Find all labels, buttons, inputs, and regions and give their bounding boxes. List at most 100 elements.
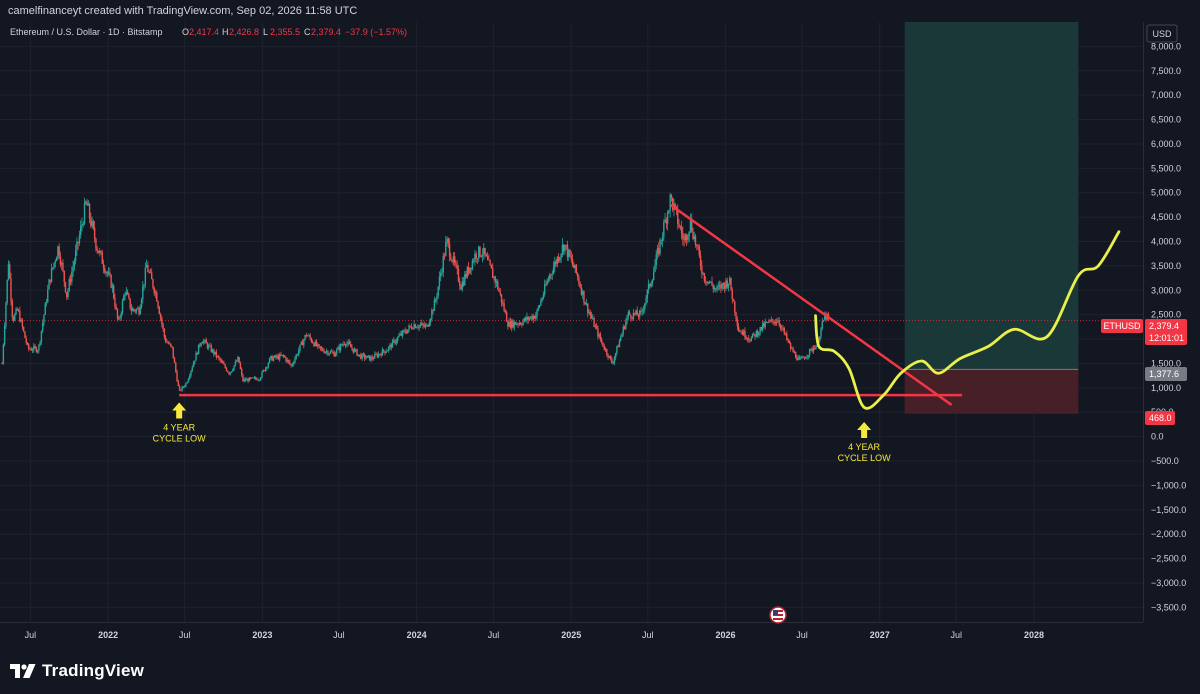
candle-body [78, 235, 81, 244]
candle-body [356, 349, 358, 356]
candle-body [338, 347, 341, 351]
us-flag-icon[interactable] [769, 606, 787, 624]
position-zones [904, 22, 1079, 414]
candle-body [418, 325, 420, 328]
candle-body [197, 344, 200, 355]
candle-body [204, 339, 206, 342]
candle-body [683, 239, 685, 241]
candle-body [158, 307, 161, 314]
candle-body [215, 351, 218, 357]
candle-body [646, 289, 649, 299]
candle-body [223, 363, 225, 365]
candle-body [807, 355, 810, 358]
candle-body [734, 301, 736, 313]
candle-body [144, 267, 147, 285]
candle-body [200, 342, 202, 346]
candle-body [772, 319, 774, 322]
candle-body [568, 249, 570, 258]
candle-body [759, 326, 761, 333]
candle-body [120, 312, 122, 318]
candle-body [446, 238, 448, 243]
candle-body [559, 257, 561, 261]
candle-body [224, 364, 226, 368]
candle-body [49, 279, 51, 282]
candle-body [786, 333, 788, 340]
candle-body [208, 345, 210, 349]
candle-body [254, 377, 257, 379]
x-tick-label: Jul [950, 630, 962, 640]
candle-body [357, 354, 360, 356]
candle-body [475, 253, 477, 259]
candle-body [674, 203, 676, 207]
candle-body [35, 347, 38, 352]
candle-body [782, 327, 784, 329]
tradingview-logo-icon[interactable] [10, 663, 36, 679]
candle-body [789, 342, 792, 349]
candle-body [679, 226, 682, 228]
candle-body [39, 341, 41, 345]
candle-body [138, 308, 140, 315]
candle-body [221, 361, 224, 364]
candle-body [63, 270, 65, 283]
x-tick-label: 2027 [870, 630, 890, 640]
candle-body [815, 345, 817, 350]
candle-body [71, 271, 73, 282]
candle-body [375, 354, 377, 355]
candle-body [654, 264, 656, 273]
candle-body [276, 355, 278, 358]
candle-body [384, 351, 386, 353]
candle-body [66, 292, 68, 298]
candle-body [722, 283, 725, 285]
legend-close-label: C [304, 27, 311, 37]
candle-body [57, 246, 59, 258]
candle-body [777, 320, 779, 323]
candle-body [423, 325, 425, 327]
candle-body [128, 294, 130, 299]
x-tick-label: 2023 [252, 630, 272, 640]
candle-body [395, 341, 398, 344]
candle-body [371, 357, 373, 359]
candle-body [589, 312, 592, 316]
candle-body [28, 344, 30, 349]
candle-body [451, 260, 453, 262]
time-axis[interactable]: Jul 2022 Jul 2023 Jul 2024 Jul 2025 Jul 2026 Jul 20… [0, 622, 1143, 641]
candle-body [100, 250, 102, 253]
x-tick-label: 2028 [1024, 630, 1044, 640]
candle-body [533, 315, 536, 319]
candle-body [739, 330, 741, 333]
candle-body [303, 339, 305, 346]
candle-body [38, 344, 40, 351]
currency-button[interactable] [1146, 24, 1178, 43]
x-tick-label: Jul [488, 630, 500, 640]
candle-body [177, 381, 180, 387]
candle-body [691, 218, 693, 232]
candle-body [334, 353, 337, 357]
candle-body [390, 344, 392, 348]
candle-body [575, 264, 578, 274]
candle-body [415, 327, 418, 329]
candle-body [229, 372, 231, 375]
candle-body [603, 346, 605, 350]
candle-body [754, 334, 756, 337]
candle-body [428, 322, 431, 327]
candle-body [168, 343, 171, 345]
candle-body [314, 341, 316, 347]
candle-body [715, 288, 717, 290]
candle-body [608, 356, 611, 358]
candle-body [67, 289, 69, 298]
annotation-label: CYCLE LOW [838, 453, 892, 463]
candle-body [665, 219, 668, 224]
candle-body [9, 264, 11, 278]
candle-body [1, 363, 3, 365]
candle-body [31, 350, 34, 352]
candle-body [227, 370, 229, 373]
y-tick-label: −3,000.0 [1151, 578, 1186, 588]
candle-body [523, 318, 526, 322]
candle-body [438, 276, 441, 287]
candle-body [441, 272, 443, 274]
candle-body [249, 377, 252, 379]
candle-body [485, 254, 488, 257]
candle-body [380, 354, 382, 356]
chart-drawings[interactable] [0, 203, 1143, 410]
